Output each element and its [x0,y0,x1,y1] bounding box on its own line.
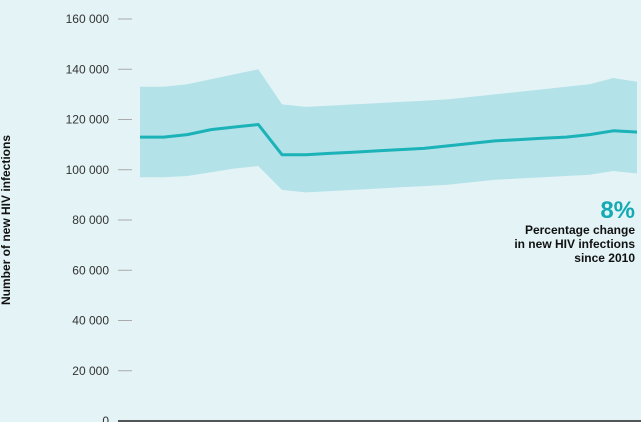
annotation-line-1: Percentage change [525,223,635,237]
y-tick-label: 80 000 [72,213,109,227]
annotation-line-2: in new HIV infections [514,237,635,251]
y-tick-label: 100 000 [66,163,110,177]
percentage-change-annotation: 8% Percentage change in new HIV infectio… [514,197,635,265]
uncertainty-band [140,69,637,193]
y-tick-label: 20 000 [72,364,109,378]
y-tick-label: 160 000 [66,12,110,26]
series-line [140,123,638,157]
y-tick-label: 140 000 [66,62,110,76]
y-tick-label: 40 000 [72,314,109,328]
percentage-change-value: 8% [600,197,635,224]
y-tick-label: 0 [102,414,109,422]
y-axis-label: Number of new HIV infections [0,135,13,305]
y-tick-label: 120 000 [66,113,110,127]
y-tick-label: 60 000 [72,263,109,277]
annotation-line-3: since 2010 [574,251,635,265]
y-axis-ticks: 0 20 000 40 000 60 000 80 000 100 000 120 000 1… [66,12,132,422]
